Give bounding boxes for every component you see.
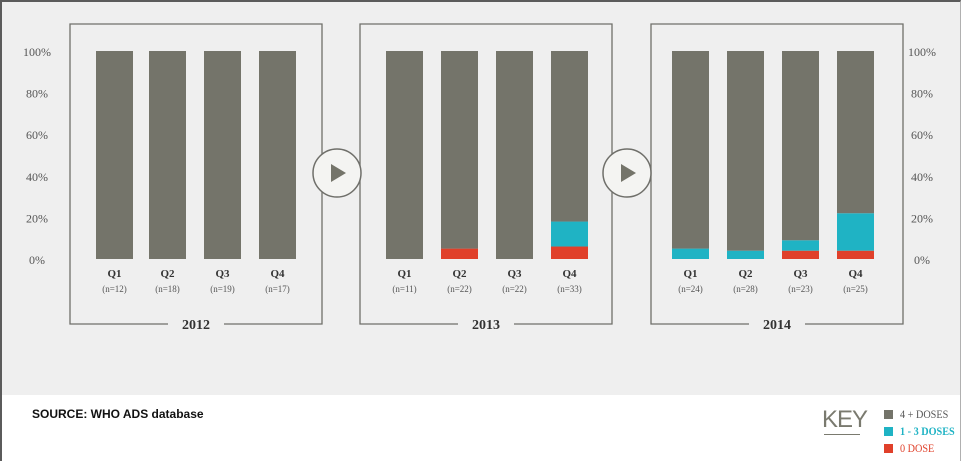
y-tick-label-right: 0% [914, 253, 930, 267]
source-note: SOURCE: WHO ADS database [32, 407, 204, 421]
n-label-2014-q2: (n=28) [733, 284, 758, 294]
n-label-2014-q1: (n=24) [678, 284, 703, 294]
y-tick-label-right: 80% [911, 87, 933, 101]
x-tick-label-2013-q1: Q1 [397, 268, 411, 280]
y-tick-label-right: 60% [911, 128, 933, 142]
x-tick-label-2013-q3: Q3 [507, 268, 522, 280]
panel-frame-2013 [359, 23, 613, 325]
bar-2013-q4-4-doses [551, 51, 588, 222]
bar-2013-q4-1-3-doses [551, 221, 588, 247]
x-tick-label-2012-q3: Q3 [215, 268, 230, 280]
legend-label-4-plus-doses: 4 + DOSES [900, 407, 949, 421]
x-tick-label-2013-q2: Q2 [452, 268, 467, 280]
bar-2013-q3-4-doses [496, 51, 533, 259]
n-label-2014-q3: (n=23) [788, 284, 813, 294]
y-tick-label-left: 20% [26, 211, 48, 225]
bar-2012-q2-4-doses [149, 51, 186, 259]
bar-2013-q2-4-doses [441, 51, 478, 249]
legend: KEY 4 + DOSES 1 - 3 DOSES 0 DOSE [820, 404, 960, 461]
bar-2014-q3-4-doses [782, 51, 819, 241]
bar-2012-q1-4-doses [96, 51, 133, 259]
panel-title-2013: 2013 [472, 318, 500, 333]
panel-frame-2012 [69, 23, 323, 325]
bar-2014-q4-0-dose [837, 250, 874, 259]
footer-strip [2, 395, 960, 461]
y-tick-label-right: 100% [908, 45, 936, 59]
y-tick-label-right: 20% [911, 211, 933, 225]
panel-frame-2014 [650, 23, 904, 325]
x-tick-label-2014-q3: Q3 [793, 268, 808, 280]
play-arrow-icon-triangle [331, 164, 346, 182]
n-label-2013-q4: (n=33) [557, 284, 582, 294]
bar-2013-q1-4-doses [386, 51, 423, 259]
bar-2012-q4-4-doses [259, 51, 296, 259]
y-tick-label-right: 40% [911, 170, 933, 184]
n-label-2013-q2: (n=22) [447, 284, 472, 294]
legend-title-underline [824, 434, 860, 435]
bar-2012-q3-4-doses [204, 51, 241, 259]
x-tick-label-2012-q1: Q1 [107, 268, 121, 280]
bar-2013-q4-0-dose [551, 246, 588, 259]
y-tick-label-left: 40% [26, 170, 48, 184]
x-tick-label-2014-q2: Q2 [738, 268, 753, 280]
n-label-2012-q4: (n=17) [265, 284, 290, 294]
x-tick-label-2014-q1: Q1 [683, 268, 697, 280]
bar-2014-q1-4-doses [672, 51, 709, 249]
bar-2014-q1-1-3-doses [672, 248, 709, 259]
n-label-2012-q1: (n=12) [102, 284, 127, 294]
legend-label-0-dose: 0 DOSE [900, 441, 935, 455]
panel-title-2012: 2012 [182, 318, 210, 333]
legend-swatch-0-dose [884, 444, 893, 453]
n-label-2013-q1: (n=11) [392, 284, 416, 294]
legend-title: KEY [822, 406, 868, 433]
x-tick-label-2013-q4: Q4 [562, 268, 577, 280]
play-arrow-icon-triangle [621, 164, 636, 182]
bar-2014-q4-1-3-doses [837, 213, 874, 251]
bar-2013-q2-0-dose [441, 248, 478, 259]
n-label-2012-q2: (n=18) [155, 284, 180, 294]
panel-title-2014: 2014 [763, 318, 791, 333]
x-tick-label-2012-q4: Q4 [270, 268, 285, 280]
y-tick-label-left: 60% [26, 128, 48, 142]
bar-2014-q4-4-doses [837, 51, 874, 214]
legend-label-1-3-doses: 1 - 3 DOSES [900, 424, 955, 438]
bar-2014-q3-0-dose [782, 250, 819, 259]
y-tick-label-left: 100% [23, 45, 51, 59]
legend-swatch-1-3-doses [884, 427, 893, 436]
n-label-2013-q3: (n=22) [502, 284, 527, 294]
y-tick-label-left: 80% [26, 87, 48, 101]
x-tick-label-2012-q2: Q2 [160, 268, 175, 280]
y-tick-label-left: 0% [29, 253, 45, 267]
bar-2014-q2-4-doses [727, 51, 764, 251]
x-tick-label-2014-q4: Q4 [848, 268, 863, 280]
n-label-2012-q3: (n=19) [210, 284, 235, 294]
bar-2014-q2-1-3-doses [727, 250, 764, 259]
n-label-2014-q4: (n=25) [843, 284, 868, 294]
legend-swatch-4-plus-doses [884, 410, 893, 419]
bar-2014-q3-1-3-doses [782, 240, 819, 251]
